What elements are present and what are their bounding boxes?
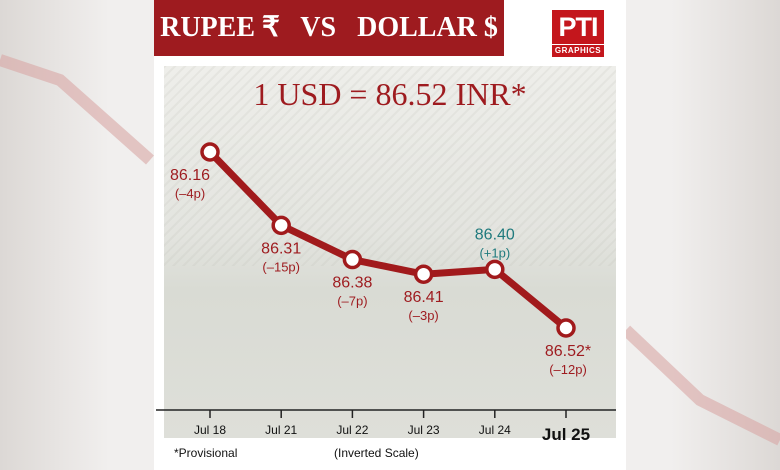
banknote-backdrop xyxy=(164,66,616,438)
provisional-note: *Provisional xyxy=(174,446,238,460)
data-label-change: (+1p) xyxy=(479,245,510,260)
x-tick-label: Jul 18 xyxy=(194,423,226,437)
inverted-scale-note: (Inverted Scale) xyxy=(334,446,419,460)
data-point xyxy=(342,249,363,270)
x-tick-label: Jul 23 xyxy=(408,423,440,437)
data-label-value: 86.40 xyxy=(475,226,515,243)
data-point xyxy=(556,318,576,338)
data-label-change: (–3p) xyxy=(408,308,438,323)
data-label-change: (–15p) xyxy=(262,259,300,274)
page-title: RUPEE ₹ VS DOLLAR $ xyxy=(154,0,504,56)
data-label-value: 86.31 xyxy=(261,240,301,257)
logo-subtext: GRAPHICS xyxy=(552,45,604,57)
data-point xyxy=(485,259,505,280)
x-tick-label: Jul 25 xyxy=(542,425,590,444)
x-tick-label: Jul 22 xyxy=(336,423,368,437)
data-label-value: 86.38 xyxy=(332,275,372,292)
series-line xyxy=(206,148,570,332)
data-label-change: (–12p) xyxy=(549,362,587,377)
x-tick-label: Jul 24 xyxy=(479,423,511,437)
infographic-panel: RUPEE ₹ VS DOLLAR $ PTI GRAPHICS 1 USD =… xyxy=(154,0,626,470)
banknote-texture xyxy=(164,66,616,266)
data-point xyxy=(200,142,220,162)
logo-text: PTI xyxy=(552,10,604,44)
data-label-value: 86.52* xyxy=(545,343,591,360)
data-label-change: (–4p) xyxy=(175,186,205,201)
data-point xyxy=(413,264,434,284)
data-label-change: (–7p) xyxy=(337,294,367,309)
x-tick-label: Jul 21 xyxy=(265,423,297,437)
data-label-value: 86.16 xyxy=(170,167,210,184)
line-chart: Jul 18 86.16 (–4p) Jul 21 86.31 (–15p) Jul 22 8… xyxy=(156,142,616,444)
exchange-rate-headline: 1 USD = 86.52 INR* xyxy=(253,76,527,112)
data-label-value: 86.41 xyxy=(404,289,444,306)
data-point xyxy=(271,215,291,236)
pti-logo: PTI GRAPHICS xyxy=(552,10,604,58)
